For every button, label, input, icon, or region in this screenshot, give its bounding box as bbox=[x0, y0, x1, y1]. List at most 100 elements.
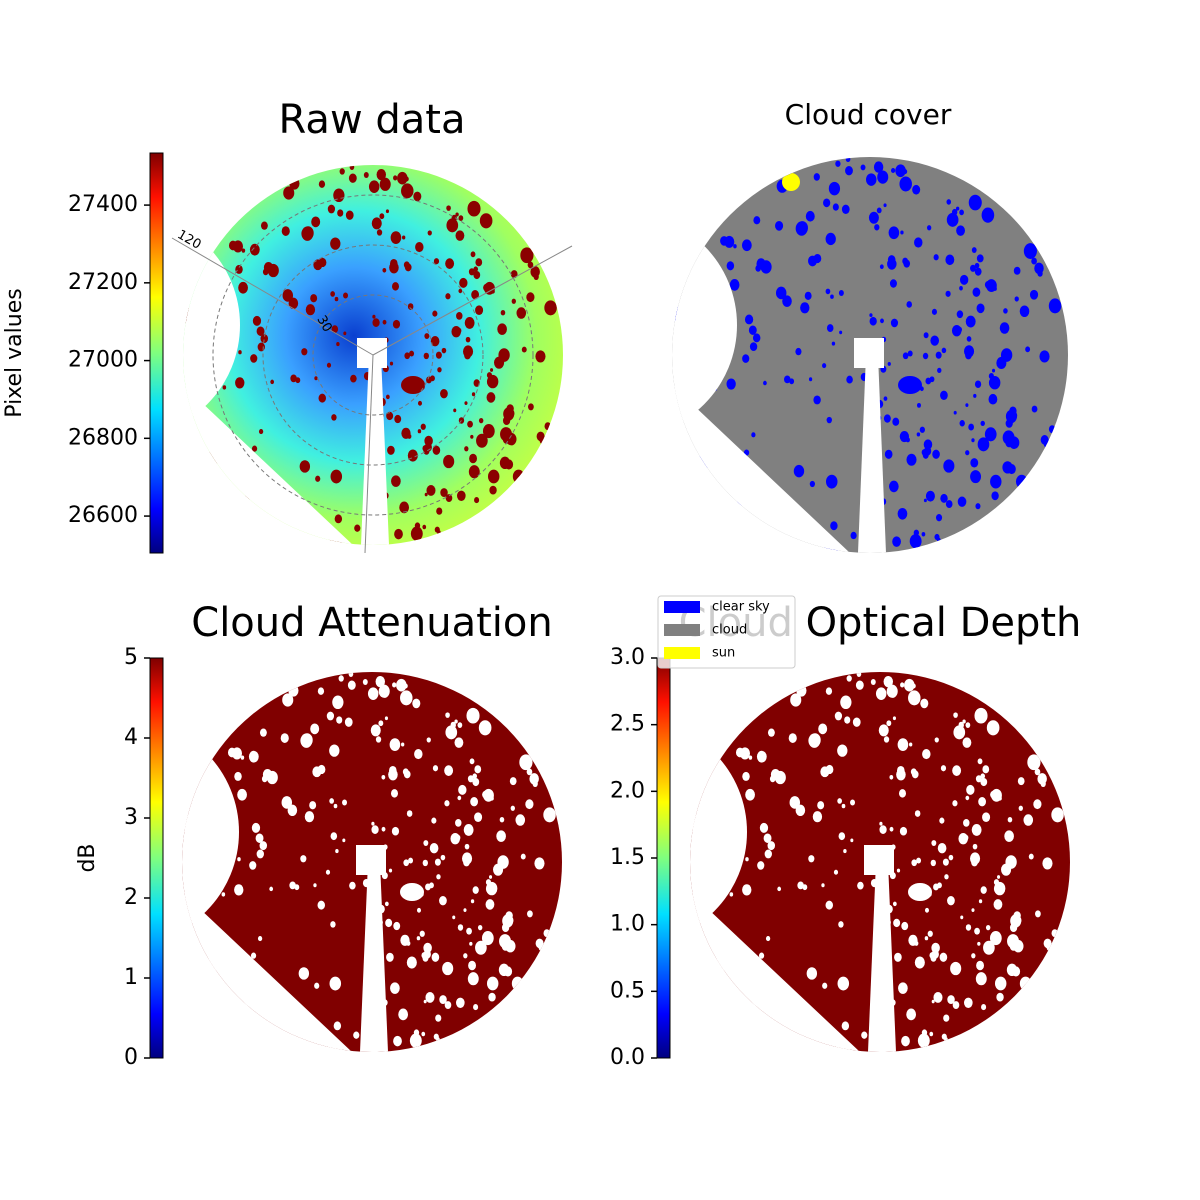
sky-spot bbox=[257, 342, 265, 352]
sky-spot bbox=[752, 333, 761, 343]
sky-spot bbox=[857, 881, 864, 890]
sky-spot bbox=[909, 742, 913, 747]
mask bbox=[357, 338, 387, 368]
sky-spot bbox=[313, 259, 323, 271]
sky-spot bbox=[329, 976, 342, 991]
sky-spot bbox=[1018, 805, 1023, 811]
sky-spot bbox=[999, 322, 1010, 334]
sky-spot bbox=[1007, 816, 1013, 823]
sky-spot bbox=[935, 514, 943, 522]
sky-spot bbox=[884, 449, 893, 459]
sky-spot bbox=[317, 900, 325, 910]
sky-spot bbox=[845, 166, 853, 176]
sky-spot bbox=[870, 679, 876, 685]
sky-spot bbox=[742, 354, 750, 363]
sky-spot bbox=[1004, 830, 1014, 842]
sky-spot bbox=[1013, 266, 1021, 275]
colorbar-tick-label: 26600 bbox=[68, 503, 138, 528]
sky-spot bbox=[528, 403, 534, 411]
sky-spot bbox=[440, 854, 446, 861]
sky-spot bbox=[910, 768, 917, 776]
sky-spot bbox=[835, 160, 841, 167]
sky-spot bbox=[975, 503, 981, 510]
sky-spot bbox=[389, 765, 397, 776]
sky-spot bbox=[446, 205, 451, 211]
sky-spot bbox=[384, 716, 389, 721]
sky-spot bbox=[962, 719, 966, 724]
sky-spot bbox=[471, 392, 476, 397]
sky-spot bbox=[1027, 754, 1041, 771]
sky-spot bbox=[235, 264, 243, 274]
sky-spot bbox=[837, 744, 848, 757]
sky-spot bbox=[464, 401, 468, 405]
sky-spot bbox=[1006, 963, 1018, 977]
sky-spot bbox=[534, 857, 545, 870]
sky-spot bbox=[777, 886, 782, 892]
sky-spot bbox=[401, 376, 425, 394]
sky-spot bbox=[831, 341, 836, 346]
sky-spot bbox=[390, 231, 402, 245]
sky-spot bbox=[966, 784, 975, 795]
sky-spot bbox=[970, 470, 982, 484]
sky-spot bbox=[305, 304, 316, 316]
sky-spot bbox=[282, 693, 294, 707]
sky-spot bbox=[850, 531, 857, 540]
sky-spot bbox=[413, 191, 422, 202]
sky-spot bbox=[933, 254, 939, 261]
sky-spot bbox=[251, 822, 261, 833]
polar-spoke bbox=[171, 237, 374, 356]
sky-spot bbox=[511, 976, 524, 991]
sky-spot bbox=[481, 931, 494, 946]
sky-spot bbox=[402, 768, 409, 776]
sky-spot bbox=[826, 416, 832, 424]
sky-spot bbox=[1019, 305, 1030, 318]
sky-spot bbox=[490, 796, 494, 801]
sky-spot bbox=[310, 294, 318, 303]
sky-spot bbox=[425, 883, 431, 891]
sky-spot bbox=[963, 818, 970, 827]
sky-spot bbox=[445, 712, 450, 718]
sky-spot bbox=[378, 684, 390, 698]
sky-spot bbox=[241, 248, 246, 253]
sky-spot bbox=[841, 204, 850, 214]
sky-spot bbox=[234, 771, 242, 781]
sky-spot bbox=[222, 385, 227, 390]
sky-spot bbox=[471, 800, 476, 806]
sky-spot bbox=[468, 960, 476, 971]
sky-spot bbox=[299, 460, 311, 473]
sky-spot bbox=[988, 393, 998, 405]
sky-spot bbox=[968, 194, 982, 211]
sky-spot bbox=[536, 431, 545, 442]
sky-spot bbox=[904, 678, 915, 692]
colorbar-tick-label: 1.5 bbox=[610, 845, 645, 870]
sky-spot bbox=[925, 377, 932, 385]
sky-spot bbox=[348, 173, 357, 183]
sky-spot bbox=[845, 157, 851, 163]
sky-spot bbox=[1040, 435, 1049, 445]
sky-spot bbox=[288, 684, 299, 697]
sky-spot bbox=[981, 1004, 987, 1011]
sky-spot bbox=[390, 258, 398, 269]
sky-spot bbox=[312, 766, 322, 778]
sky-spot bbox=[300, 855, 307, 863]
sky-spot bbox=[945, 500, 953, 509]
sky-spot bbox=[468, 465, 480, 479]
sky-spot bbox=[334, 296, 339, 302]
colorbar-tick-label: 5 bbox=[124, 645, 138, 670]
sky-spot bbox=[878, 724, 889, 737]
sky-spot bbox=[1031, 405, 1038, 413]
sky-spot bbox=[407, 303, 414, 310]
sky-spot bbox=[959, 274, 969, 285]
sky-spot bbox=[384, 901, 389, 907]
sky-spot bbox=[345, 210, 354, 220]
sky-spot bbox=[890, 318, 899, 328]
sky-spot bbox=[1005, 419, 1013, 428]
sky-spot bbox=[747, 789, 753, 795]
sky-spot bbox=[470, 434, 474, 439]
sky-spot bbox=[784, 375, 791, 384]
sky-spot bbox=[330, 469, 343, 484]
sky-spot bbox=[416, 936, 421, 941]
sky-spot bbox=[288, 297, 299, 310]
colorbar-label: dB bbox=[75, 843, 100, 872]
sky-spot bbox=[403, 683, 408, 689]
